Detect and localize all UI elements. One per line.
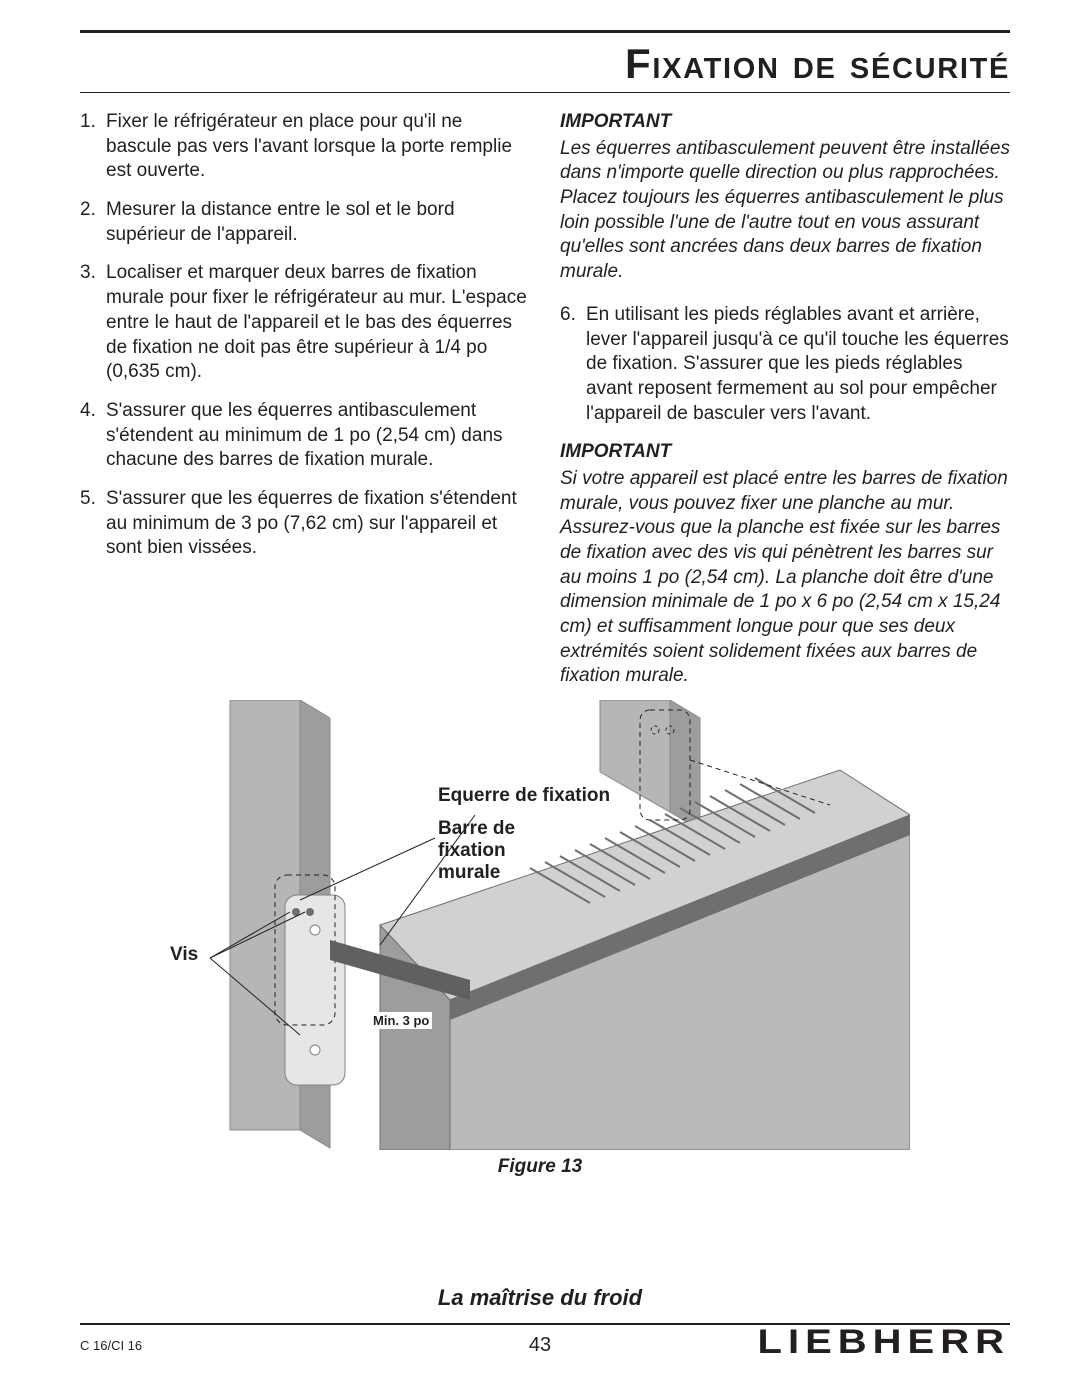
page-title: Fixation de sécurité xyxy=(625,40,1010,88)
important-heading: IMPORTANT xyxy=(560,110,1010,135)
brand-wordmark: LIEBHERR xyxy=(758,1323,1010,1361)
steps-6: En utilisant les pieds réglables avant e… xyxy=(560,303,1010,426)
label-screw: Vis xyxy=(170,944,198,966)
step: En utilisant les pieds réglables avant e… xyxy=(560,303,1010,426)
step: Fixer le réfrigérateur en place pour qu'… xyxy=(80,110,530,184)
right-column: IMPORTANT Les équerres antibasculement p… xyxy=(560,110,1010,707)
page: Fixation de sécurité Fixer le réfrigérat… xyxy=(0,0,1080,1397)
tagline: La maîtrise du froid xyxy=(0,1285,1080,1311)
label-bracket: Equerre de fixation xyxy=(438,785,610,807)
label-stud: Barre de fixation murale xyxy=(438,818,548,884)
left-column: Fixer le réfrigérateur en place pour qu'… xyxy=(80,110,530,707)
important-body: Les équerres antibasculement peuvent êtr… xyxy=(560,137,1010,285)
label-min: Min. 3 po xyxy=(370,1012,432,1029)
figure-13: Equerre de fixation Barre de fixation mu… xyxy=(170,700,910,1155)
step: Localiser et marquer deux barres de fixa… xyxy=(80,261,530,384)
step: Mesurer la distance entre le sol et le b… xyxy=(80,198,530,247)
important-heading: IMPORTANT xyxy=(560,440,1010,465)
step: S'assurer que les équerres de fixation s… xyxy=(80,487,530,561)
top-rule xyxy=(80,30,1010,33)
step: S'assurer que les équerres antibasculeme… xyxy=(80,399,530,473)
title-underline xyxy=(80,92,1010,93)
important-body: Si votre appareil est placé entre les ba… xyxy=(560,467,1010,689)
columns: Fixer le réfrigérateur en place pour qu'… xyxy=(80,110,1010,707)
steps-1-5: Fixer le réfrigérateur en place pour qu'… xyxy=(80,110,530,561)
diagram-svg xyxy=(170,700,910,1150)
figure-caption: Figure 13 xyxy=(0,1156,1080,1178)
